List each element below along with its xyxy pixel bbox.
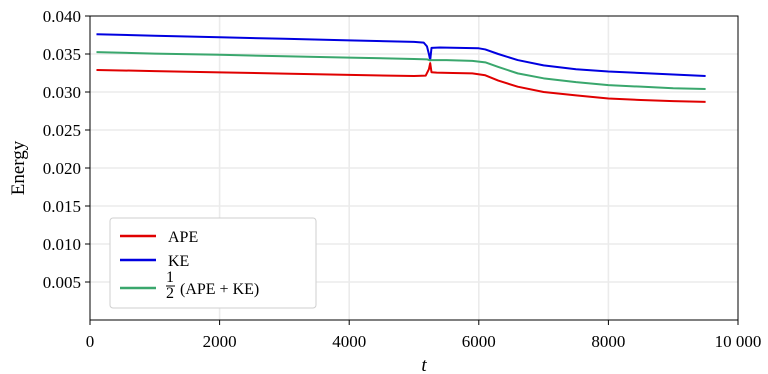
y-tick-label: 0.030	[43, 83, 81, 102]
x-tick-label: 10 000	[715, 332, 762, 351]
legend-fraction-numerator: 1	[166, 269, 174, 286]
y-tick-label: 0.005	[43, 273, 81, 292]
y-tick-label: 0.040	[43, 7, 81, 26]
x-tick-label: 8000	[591, 332, 625, 351]
x-tick-label: 4000	[332, 332, 366, 351]
x-tick-label: 0	[86, 332, 95, 351]
legend-box	[109, 217, 317, 309]
legend-label-ape: APE	[168, 229, 198, 246]
y-tick-label: 0.015	[43, 197, 81, 216]
legend-fraction-denominator: 2	[166, 285, 174, 302]
ticks: 0 2000 4000 6000 8000 10 000 0.005 0.010 0.015 0.…	[43, 7, 762, 351]
legend-mean-rest: (APE + KE)	[180, 281, 259, 298]
series-line-mean	[96, 51, 706, 90]
x-tick-label: 6000	[462, 332, 496, 351]
y-tick-label: 0.025	[43, 121, 81, 140]
x-axis-label: t	[421, 355, 427, 374]
legend-label-mean: 1 2 (APE + KE)	[166, 269, 259, 302]
series-line-ape	[96, 62, 706, 103]
legend: APE KE 1 2 (APE + KE)	[109, 217, 317, 309]
y-tick-label: 0.010	[43, 235, 81, 254]
y-tick-label: 0.020	[43, 159, 81, 178]
legend-label-ke: KE	[168, 253, 189, 270]
series-layer	[96, 33, 706, 103]
y-axis-label: Energy	[8, 140, 29, 195]
series-line-ke	[96, 33, 706, 78]
y-tick-label: 0.035	[43, 45, 81, 64]
x-tick-label: 2000	[203, 332, 237, 351]
